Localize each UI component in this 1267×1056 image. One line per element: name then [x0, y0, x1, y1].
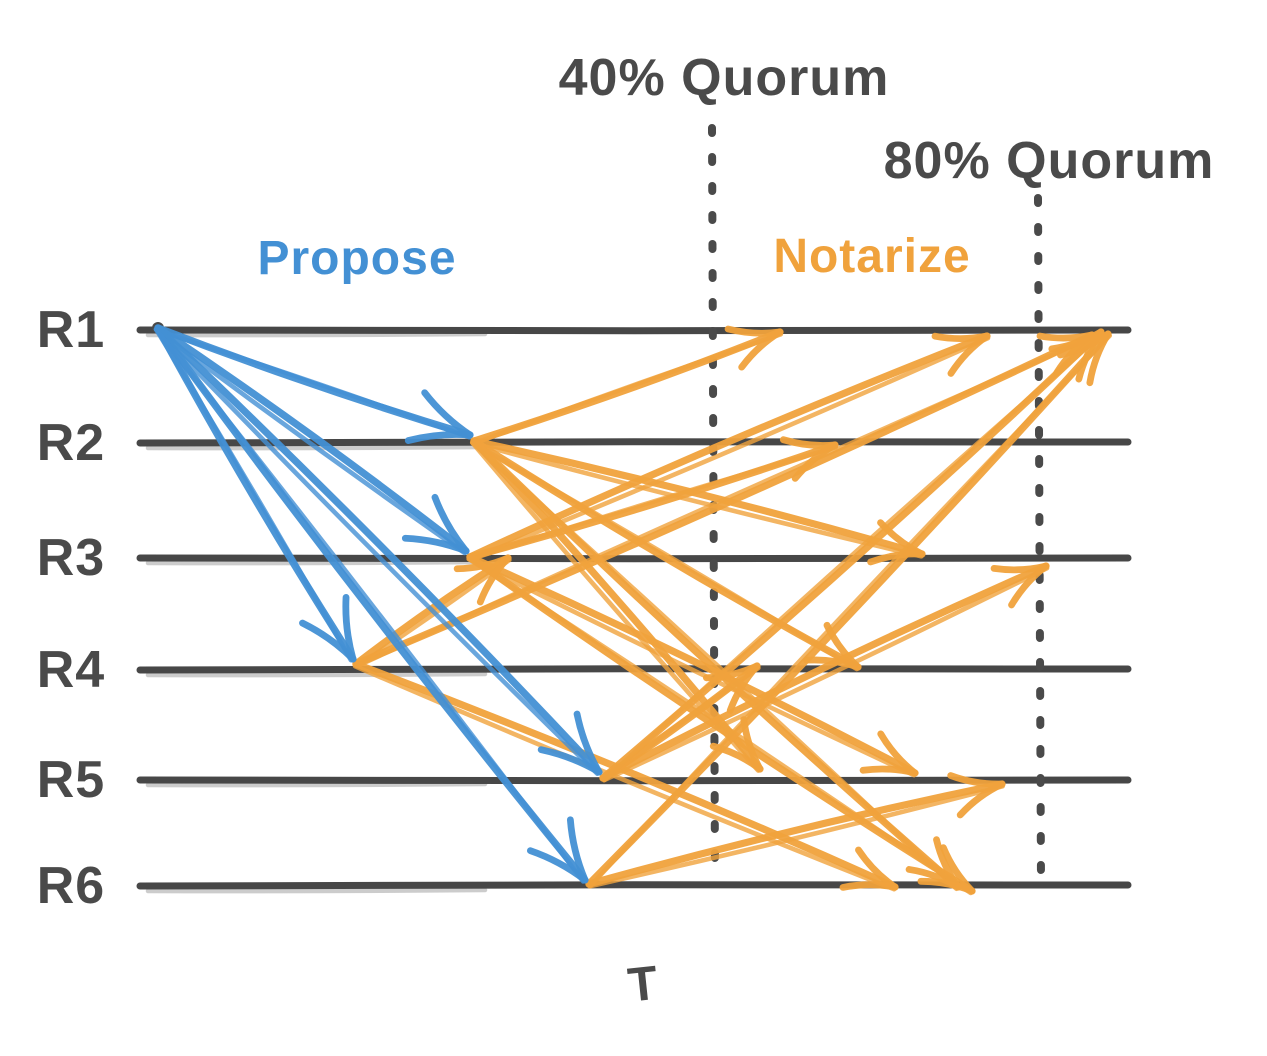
- replica-label-R5: R5: [37, 751, 105, 809]
- notarize-arrow-R3-R1-head: [931, 332, 991, 343]
- notarize-arrow-R5-R1-overdraw: [602, 331, 1105, 783]
- replica-timeline-echo-R6: [145, 887, 488, 894]
- notarize-arrow-R3-R1-overdraw: [468, 335, 991, 562]
- notarize-arrow-R5-R3-overdraw: [601, 565, 1050, 783]
- notarize-arrow-R3-R2-overdraw: [468, 444, 839, 562]
- replica-label-R1: R1: [37, 301, 105, 359]
- notarize-arrow-R3-R6-head: [939, 844, 976, 895]
- notarize-arrow-R5-R4-head: [702, 662, 761, 682]
- notarize-arrow-R4-R1-overdraw: [354, 334, 1096, 669]
- notarize-arrow-R6-R5-overdraw: [587, 784, 1005, 889]
- notarize-arrow-R4-R6-head: [855, 846, 899, 891]
- replica-labels-layer: R1 R2 R3 R4 R5 R6: [37, 301, 105, 915]
- replica-timeline-R6: [136, 881, 1132, 890]
- propose-arrow-R1-R5-overdraw: [153, 327, 600, 776]
- quorum-line-80: [1034, 194, 1045, 888]
- replica-timeline-echo-R4: [145, 671, 488, 678]
- replica-timeline-echo-R3: [145, 559, 488, 566]
- replica-timeline-R3: [136, 554, 1132, 563]
- notarize-arrow-R2-R3: [470, 437, 926, 558]
- notarize-arrow-R2-R6-overdraw: [470, 440, 959, 892]
- replica-timeline-echo-R1: [145, 331, 488, 338]
- propose-arrows-layer: [152, 322, 603, 884]
- propose-arrow-R1-R2-head: [421, 389, 474, 439]
- notarize-arrow-R6-R5: [585, 780, 1006, 888]
- replica-timeline-echo-R5: [145, 781, 488, 788]
- propose-arrow-R1-R3-overdraw: [154, 327, 467, 556]
- replica-label-R4: R4: [37, 641, 105, 699]
- notarize-arrow-R5-R3: [599, 562, 1050, 782]
- notarize-arrow-R6-R1-overdraw: [588, 333, 1113, 888]
- quorum-80-label: 80% Quorum: [884, 132, 1215, 190]
- notarize-arrow-R6-R5-head: [947, 772, 1006, 788]
- notarize-arrow-R2-R1-overdraw: [472, 331, 784, 446]
- propose-arrow-R1-R3-head: [431, 493, 470, 555]
- propose-arrow-R1-R3: [154, 324, 470, 555]
- replica-label-R6: R6: [37, 857, 105, 915]
- propose-arrow-R1-R2-overdraw: [154, 327, 472, 440]
- notarize-arrow-R5-R1-head: [1048, 328, 1105, 353]
- replica-label-R2: R2: [37, 414, 105, 472]
- propose-arrow-R1-R6-overdraw: [153, 327, 586, 884]
- propose-arrow-R1-R6-head: [566, 816, 589, 884]
- propose-arrow-R1-R4-overdraw: [153, 326, 354, 663]
- notarize-arrow-R4-R3-head: [453, 554, 512, 573]
- notarize-arrow-R6-R1-head: [1057, 330, 1112, 359]
- replica-timeline-R1: [136, 326, 1132, 335]
- propose-arrow-R1-R5: [154, 324, 603, 776]
- replica-label-R3: R3: [37, 529, 105, 587]
- quorum-40-label: 40% Quorum: [559, 49, 890, 107]
- propose-phase-label: Propose: [257, 232, 456, 285]
- notarize-arrow-R5-R3-head: [990, 562, 1050, 574]
- notarize-arrow-R2-R3-overdraw: [471, 441, 924, 559]
- notarize-arrow-R3-R5-head: [877, 730, 919, 777]
- notarize-arrows-layer: [352, 325, 1113, 896]
- propose-arrow-R1-R5-head: [573, 710, 603, 776]
- notarize-arrow-R3-R1: [466, 332, 991, 561]
- notarize-arrow-R4-R6-overdraw: [352, 663, 897, 892]
- propose-arrow-R1-R4-head: [342, 593, 357, 663]
- notarize-arrow-R3-R2-head: [779, 436, 839, 449]
- time-axis-label: T: [626, 957, 662, 1013]
- notarize-arrow-R2-R1-head: [724, 325, 784, 337]
- notarize-arrow-R2-R4-overdraw: [470, 440, 860, 672]
- notarize-phase-label: Notarize: [773, 230, 970, 283]
